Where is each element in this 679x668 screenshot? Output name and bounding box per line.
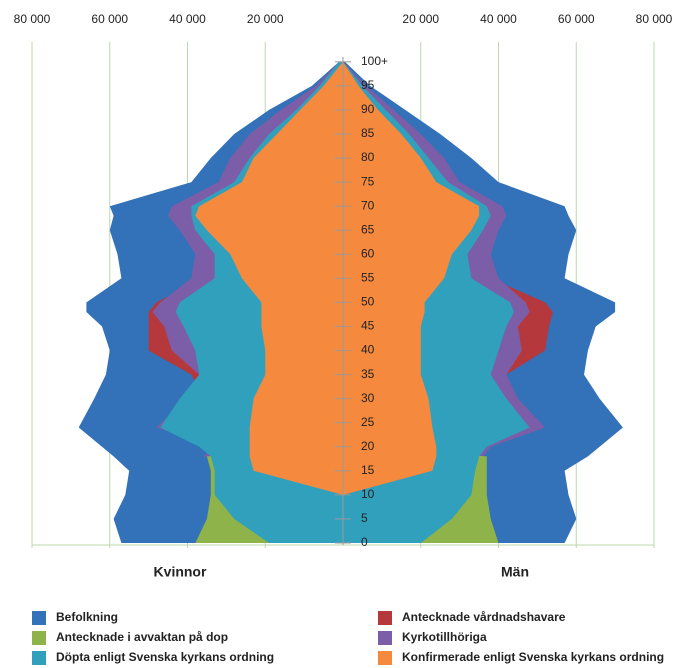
y-tick-label: 25 [361,415,375,429]
x-tick-label: 60 000 [91,12,128,26]
side-label: Kvinnor [154,564,207,580]
legend-label: Konfirmerade enligt Svenska kyrkans ordn… [402,650,664,664]
y-tick-label: 30 [361,391,375,405]
x-tick-label: 80 000 [14,12,51,26]
legend-swatch [378,611,392,625]
y-tick-label: 40 [361,343,375,357]
y-tick-label: 90 [361,102,375,116]
area [343,61,480,544]
legend-swatch [378,631,392,645]
y-tick-label: 50 [361,295,375,309]
legend-label: Befolkning [56,610,118,624]
y-tick-label: 10 [361,487,375,501]
area [195,61,343,544]
y-tick-label: 75 [361,174,375,188]
y-tick-label: 35 [361,367,375,381]
y-tick-label: 5 [361,511,368,525]
legend-label: Antecknade vårdnadshavare [402,610,566,624]
legend-swatch [378,651,392,665]
x-tick-label: 60 000 [558,12,595,26]
x-tick-label: 20 000 [247,12,284,26]
y-tick-label: 0 [361,535,368,549]
legend-swatch [32,631,46,645]
y-tick-label: 65 [361,222,375,236]
y-tick-label: 15 [361,463,375,477]
y-tick-label: 60 [361,246,375,260]
legend-label: Kyrkotillhöriga [402,630,487,644]
side-label: Män [501,564,529,580]
legend-label: Antecknade i avvaktan på dop [56,630,228,644]
y-tick-label: 100+ [361,54,388,68]
y-tick-label: 55 [361,271,375,285]
legend-label: Döpta enligt Svenska kyrkans ordning [56,650,274,664]
x-tick-label: 40 000 [480,12,517,26]
y-tick-label: 45 [361,319,375,333]
y-tick-label: 20 [361,439,375,453]
legend-swatch [32,651,46,665]
legend-swatch [32,611,46,625]
y-tick-label: 80 [361,150,375,164]
x-tick-label: 40 000 [169,12,206,26]
y-tick-label: 85 [361,126,375,140]
x-tick-label: 80 000 [636,12,673,26]
y-tick-label: 70 [361,198,375,212]
x-tick-label: 20 000 [402,12,439,26]
y-tick-label: 95 [361,78,375,92]
